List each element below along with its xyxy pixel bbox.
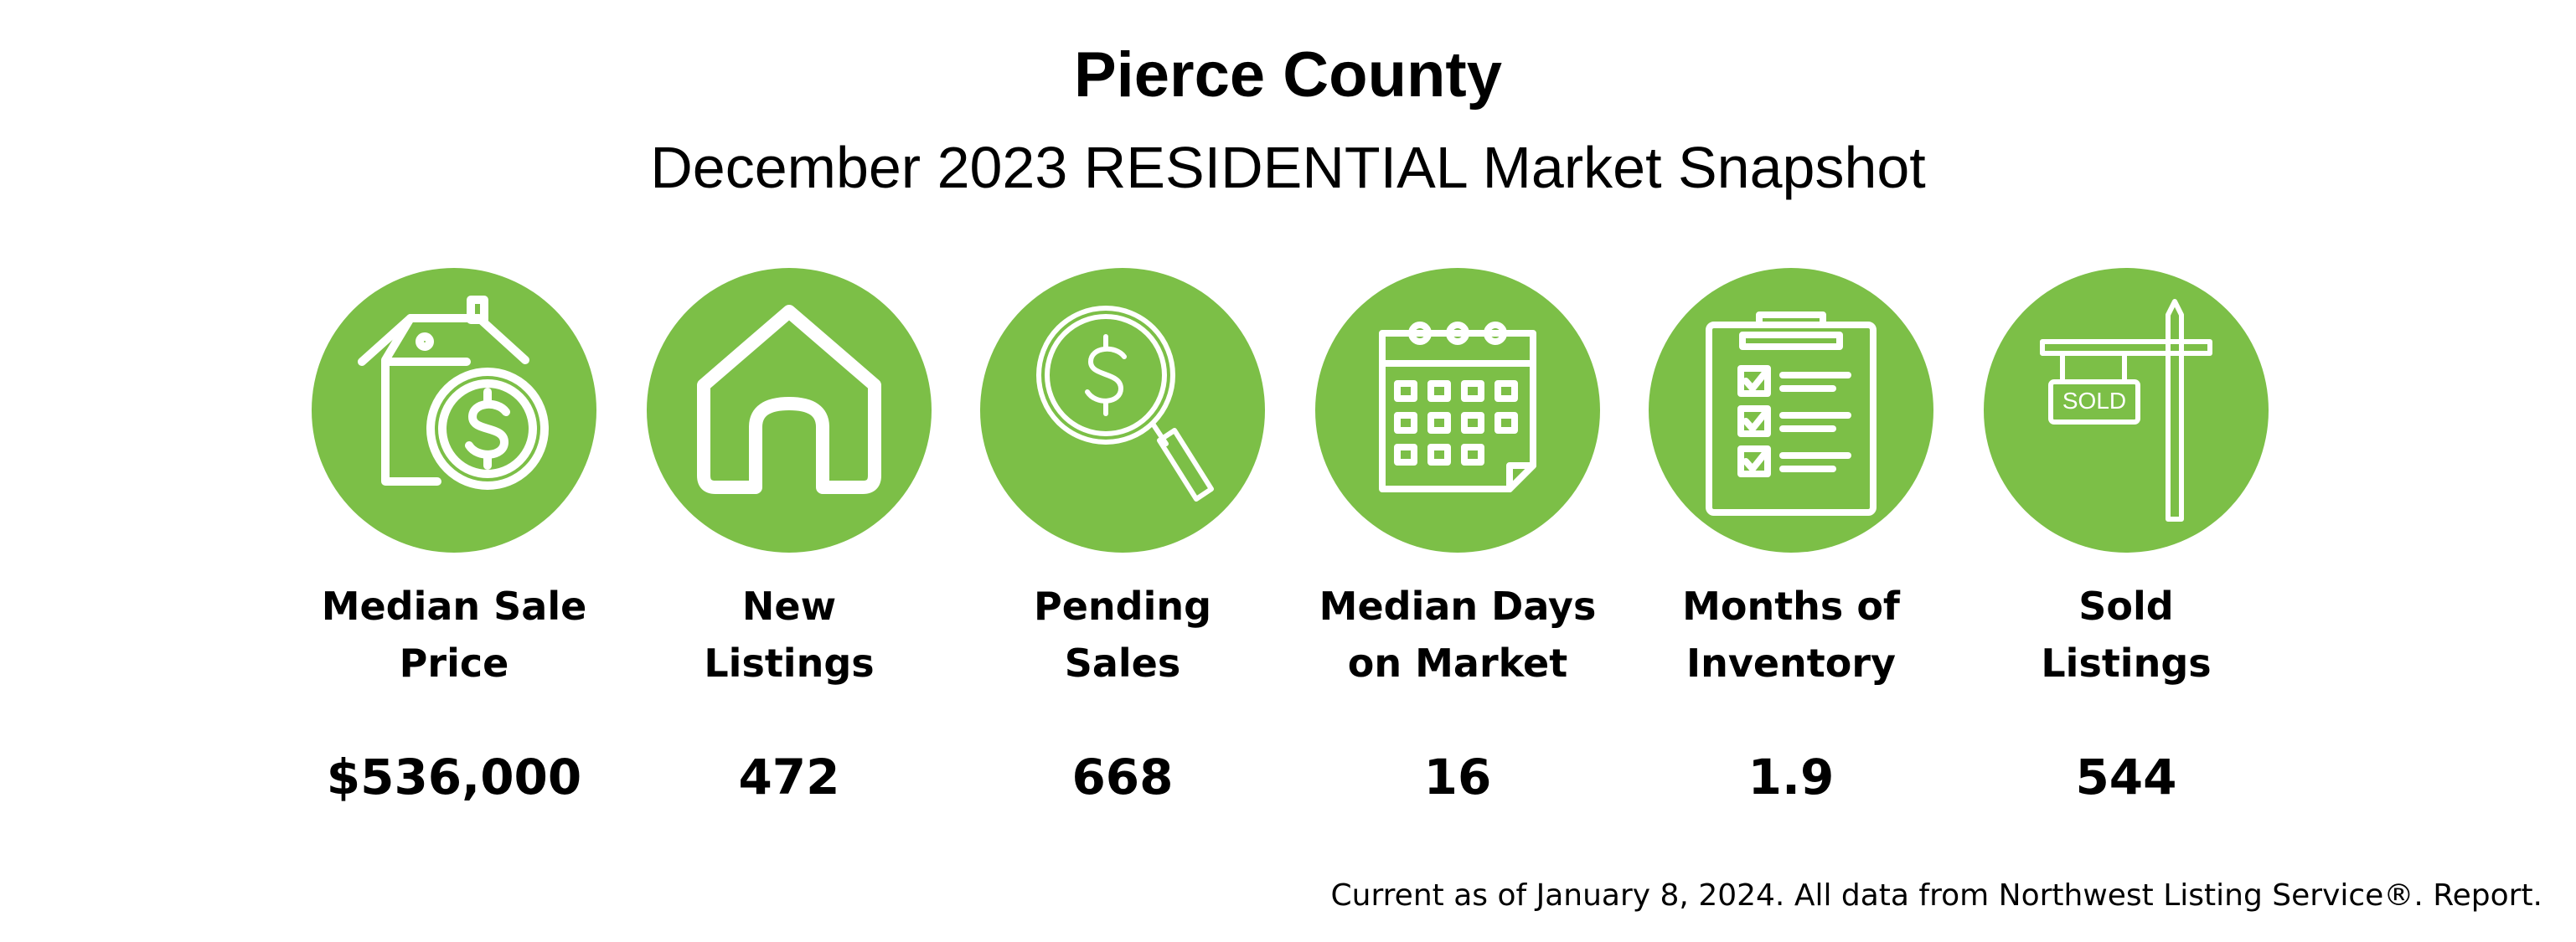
house-dollar-icon — [358, 296, 549, 490]
stat-sold-listings-circle: SOLD — [1984, 268, 2269, 553]
stat-median-sale-price-label: Median Sale Price — [321, 584, 587, 686]
stat-sold-listings-value: 544 — [2075, 749, 2177, 806]
sold-sign-icon: SOLD — [2040, 299, 2212, 522]
page-title: Pierce County — [1073, 39, 1503, 111]
stat-median-sale-price-value: $536,000 — [326, 749, 582, 806]
stat-pending-sales-value: 668 — [1071, 749, 1174, 806]
calendar-icon — [1379, 322, 1536, 492]
stat-new-listings-value: 472 — [738, 749, 840, 806]
stat-median-days-label: Median Days on Market — [1319, 584, 1597, 686]
stat-median-sale-price-circle — [312, 268, 596, 553]
stat-months-inventory-label: Months of Inventory — [1682, 584, 1900, 686]
house-icon — [697, 305, 881, 494]
sold-sign-text: SOLD — [2062, 388, 2126, 414]
stat-sold-listings-label: Sold Listings — [2041, 584, 2212, 686]
page-subtitle: December 2023 RESIDENTIAL Market Snapsho… — [650, 135, 1926, 200]
footer-note: Current as of January 8, 2024. All data … — [1330, 878, 2542, 913]
stat-new-listings-circle — [647, 268, 932, 553]
clipboard-checklist-icon — [1706, 311, 1877, 516]
stat-new-listings-label: New Listings — [704, 584, 875, 686]
stat-pending-sales-label: Pending Sales — [1033, 584, 1212, 686]
stat-months-inventory-circle — [1649, 268, 1933, 553]
stat-median-days-circle — [1315, 268, 1600, 553]
stat-months-inventory-value: 1.9 — [1747, 749, 1835, 806]
stat-pending-sales-circle — [980, 268, 1265, 553]
magnifier-dollar-icon — [1036, 306, 1214, 502]
stat-median-days-value: 16 — [1423, 749, 1492, 806]
